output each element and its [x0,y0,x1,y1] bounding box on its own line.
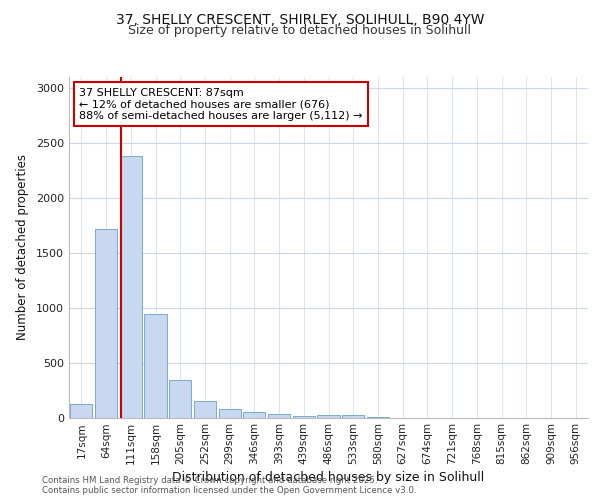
Bar [95,229,117,418]
Bar [367,417,389,418]
Bar [268,414,290,418]
Bar [169,380,191,418]
Bar [70,404,92,417]
Text: Size of property relative to detached houses in Solihull: Size of property relative to detached ho… [128,24,472,37]
Text: 37 SHELLY CRESCENT: 87sqm
← 12% of detached houses are smaller (676)
88% of semi: 37 SHELLY CRESCENT: 87sqm ← 12% of detac… [79,88,363,121]
Text: Contains HM Land Registry data © Crown copyright and database right 2025.
Contai: Contains HM Land Registry data © Crown c… [42,476,416,495]
Bar [317,415,340,418]
Bar [194,400,216,417]
Bar [342,416,364,418]
X-axis label: Distribution of detached houses by size in Solihull: Distribution of detached houses by size … [172,472,485,484]
Bar [145,314,167,418]
Bar [293,416,315,418]
Text: 37, SHELLY CRESCENT, SHIRLEY, SOLIHULL, B90 4YW: 37, SHELLY CRESCENT, SHIRLEY, SOLIHULL, … [116,12,484,26]
Bar [119,156,142,418]
Bar [218,408,241,418]
Bar [243,412,265,418]
Y-axis label: Number of detached properties: Number of detached properties [16,154,29,340]
